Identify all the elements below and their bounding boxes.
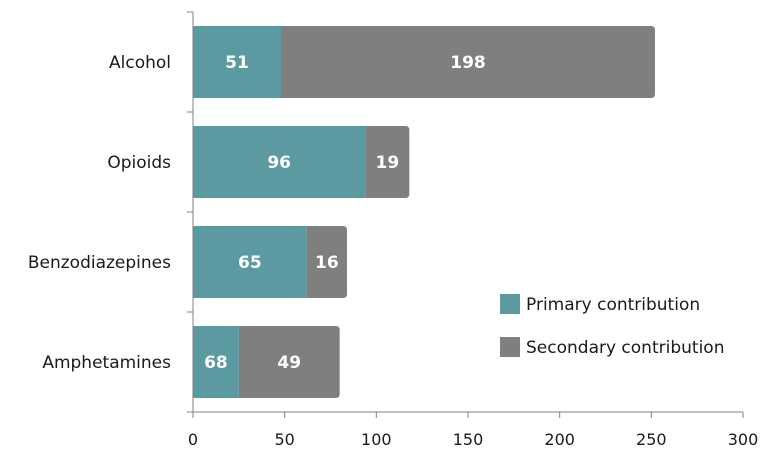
category-label-benzodiazepines: Benzodiazepines	[28, 253, 171, 273]
legend-swatch-primary	[500, 294, 520, 314]
bar-secondary-opioids	[365, 126, 410, 198]
category-label-amphetamines: Amphetamines	[42, 353, 171, 373]
data-label-secondary-amphetamines: 49	[277, 353, 301, 373]
data-label-primary-opioids: 96	[267, 153, 291, 173]
x-tick-label-200: 200	[544, 430, 575, 449]
data-label-secondary-opioids: 19	[375, 153, 399, 173]
category-labels: Alcohol Opioids Benzodiazepines Amphetamine…	[28, 53, 171, 373]
bar-primary-amphetamines	[193, 326, 239, 398]
legend-swatch-secondary	[500, 337, 520, 357]
data-label-primary-amphetamines: 68	[204, 353, 228, 373]
data-label-primary-benzodiazepines: 65	[238, 253, 262, 273]
bar-primary-benzodiazepines	[193, 226, 307, 298]
x-tick-label-0: 0	[188, 430, 198, 449]
category-label-alcohol: Alcohol	[109, 53, 171, 73]
bars-group: 51 198 96 19 65 16 68 49	[193, 26, 655, 398]
legend-label-primary: Primary contribution	[526, 295, 700, 315]
x-tick-label-100: 100	[361, 430, 392, 449]
data-label-secondary-benzodiazepines: 16	[315, 253, 339, 273]
x-tick-label-50: 50	[274, 430, 294, 449]
x-tick-label-300: 300	[728, 430, 759, 449]
bar-primary-opioids	[193, 126, 366, 198]
legend-label-secondary: Secondary contribution	[526, 338, 724, 358]
bar-secondary-alcohol	[281, 26, 655, 98]
data-label-primary-alcohol: 51	[225, 53, 249, 73]
bar-primary-alcohol	[193, 26, 281, 98]
axes: 0 50 100 150 200 250 300	[187, 11, 759, 449]
bar-secondary-amphetamines	[238, 326, 340, 398]
x-tick-label-150: 150	[453, 430, 484, 449]
legend: Primary contribution Secondary contributi…	[500, 294, 724, 358]
category-label-opioids: Opioids	[107, 153, 171, 173]
x-tick-label-250: 250	[636, 430, 667, 449]
bar-secondary-benzodiazepines	[306, 226, 347, 298]
data-label-secondary-alcohol: 198	[450, 53, 486, 73]
